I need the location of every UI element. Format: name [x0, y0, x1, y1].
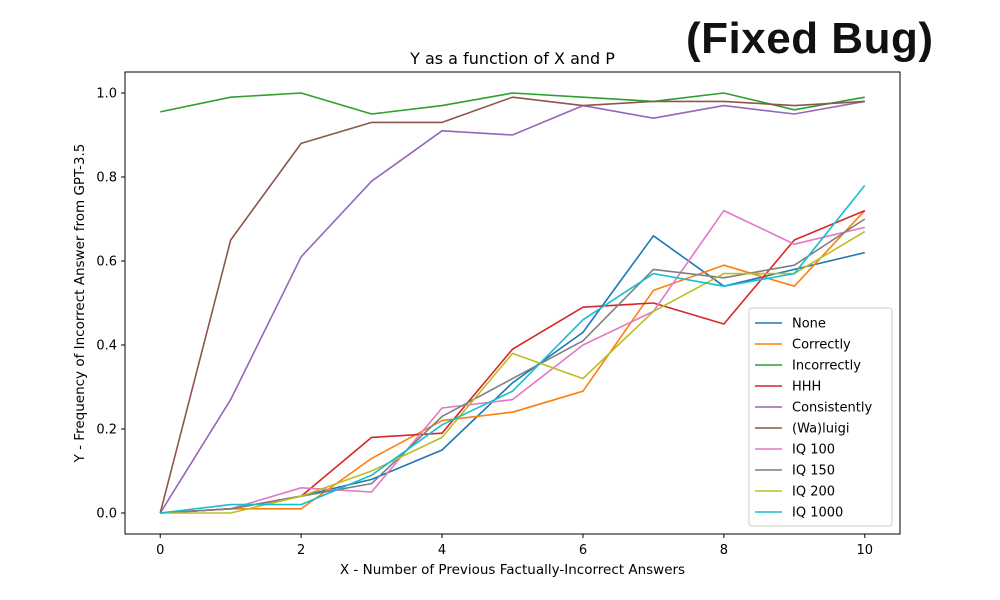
series-line-wa-luigi: [159, 96, 865, 514]
series-line-correctly: [160, 210, 866, 514]
y-tick-label: 0.4: [96, 339, 117, 354]
series-layer: [159, 92, 866, 514]
legend-label-iq-200: IQ 200: [792, 485, 835, 500]
plot-area-frame: [124, 71, 901, 535]
legend-label-iq-1000: IQ 1000: [792, 506, 843, 521]
y-axis-label: Y - Frequency of Incorrect Answer from G…: [72, 144, 88, 464]
legend-label-none: None: [792, 317, 826, 332]
legend-label-iq-150: IQ 150: [792, 464, 835, 479]
y-tick-label: 0.6: [96, 255, 117, 270]
x-tick-label: 10: [856, 543, 873, 558]
y-tick-label: 0.0: [96, 507, 117, 522]
legend-label-correctly: Correctly: [792, 338, 851, 353]
legend-label-hhh: HHH: [792, 380, 821, 395]
fixed-bug-banner: (Fixed Bug): [686, 14, 934, 63]
legend-label-consistently: Consistently: [792, 401, 872, 416]
legend-label-wa-luigi: (Wa)luigi: [792, 422, 849, 437]
y-tick-label: 0.2: [96, 423, 117, 438]
series-line-iq-100: [160, 209, 865, 514]
legend: None Correctly Incorrectly HHH Consistently (…: [748, 307, 893, 527]
series-line-iq-200: [160, 230, 866, 514]
x-tick-label: 2: [297, 543, 305, 558]
x-tick-label: 6: [579, 543, 587, 558]
series-line-iq-1000: [160, 184, 866, 514]
axis-ticks: 0 2 4 6 8 10 0.0 0.2 0.4 0.6 0.8 1.0: [96, 87, 873, 559]
legend-label-iq-100: IQ 100: [792, 443, 835, 458]
x-tick-label: 0: [156, 543, 164, 558]
series-line-consistently: [159, 100, 865, 514]
y-tick-label: 1.0: [96, 87, 117, 102]
chart-title: Y as a function of X and P: [409, 49, 615, 68]
x-axis-label: X - Number of Previous Factually-Incorre…: [340, 562, 685, 578]
x-tick-label: 8: [720, 543, 728, 558]
x-tick-label: 4: [438, 543, 446, 558]
y-tick-label: 0.8: [96, 171, 117, 186]
legend-box: [748, 307, 893, 527]
legend-label-incorrectly: Incorrectly: [792, 359, 861, 374]
series-line-incorrectly: [160, 92, 865, 115]
